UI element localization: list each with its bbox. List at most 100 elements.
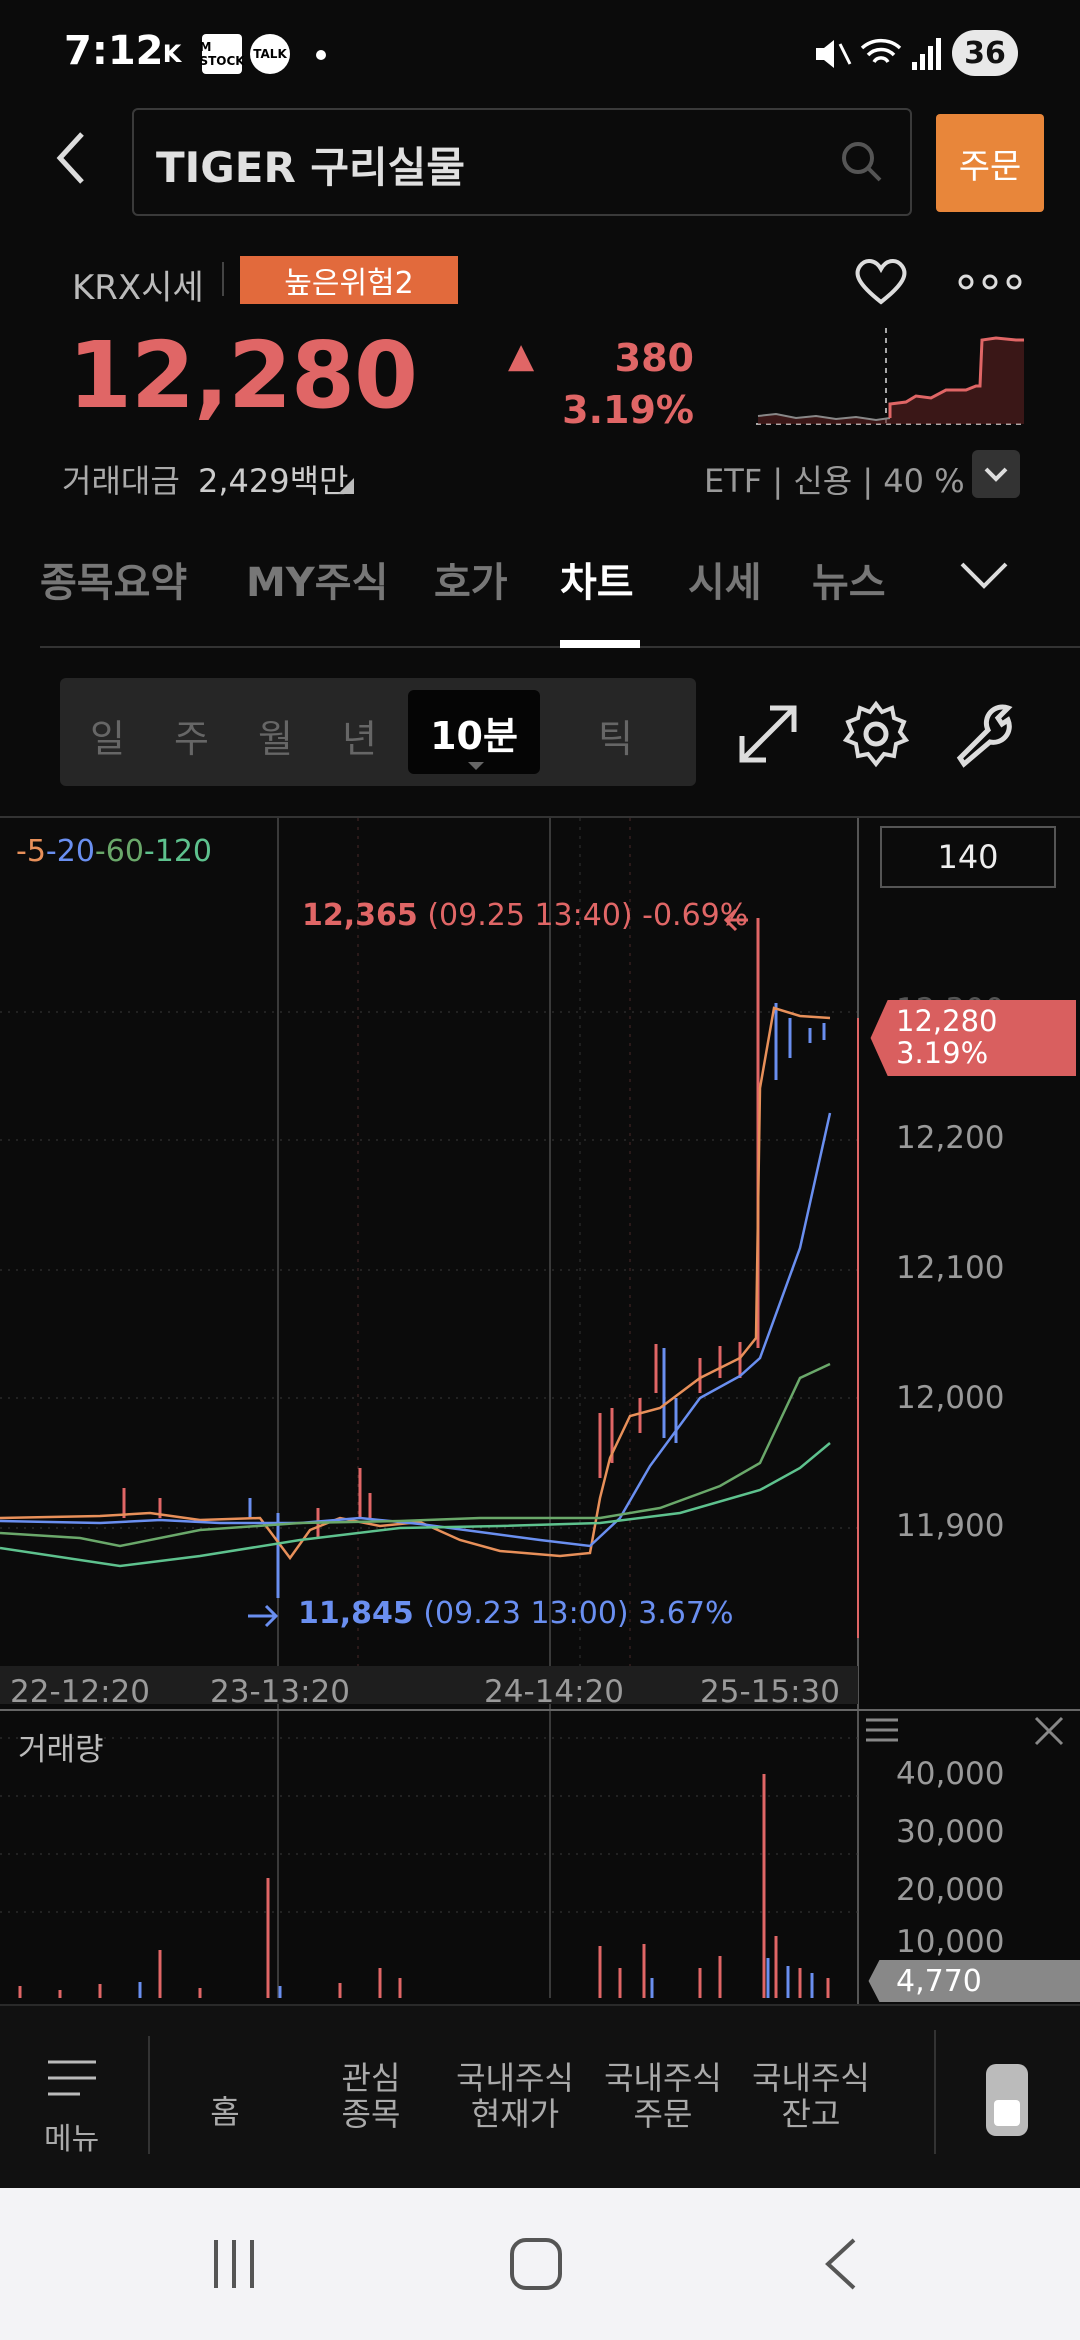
price-axis-label: 12,200	[896, 1120, 1005, 1156]
risk-badge[interactable]: 높은위험2	[240, 256, 458, 304]
triangle-indicator-icon	[338, 478, 354, 494]
signal-icon	[912, 38, 941, 70]
status-bar: 7:12 K M STOCK TALK 36	[0, 0, 1080, 108]
stock-tab-bar: 종목요약 MY주식 호가 차트 시세 뉴스	[0, 540, 1080, 650]
tab-orderbook[interactable]: 호가	[434, 560, 508, 606]
current-volume-value: 4,770	[896, 1964, 982, 1999]
fullscreen-expand-icon[interactable]	[734, 700, 802, 768]
chart-top-border	[0, 816, 1080, 818]
period-year[interactable]: 년	[342, 717, 377, 761]
back-button[interactable]	[50, 128, 90, 199]
period-day[interactable]: 일	[90, 717, 125, 761]
low-value: 11,845	[298, 1596, 414, 1631]
period-tick[interactable]: 틱	[598, 717, 633, 761]
home-icon[interactable]	[508, 2236, 564, 2292]
period-dropdown-icon	[468, 762, 484, 770]
tab-chart[interactable]: 차트	[560, 560, 634, 606]
high-annotation: 12,365 (09.25 13:40) -0.69%	[302, 898, 748, 933]
high-detail: (09.25 13:40) -0.69%	[427, 898, 749, 933]
ma-legend[interactable]: -5 -20 -60 -120	[16, 834, 212, 869]
tab-my-stock[interactable]: MY주식	[246, 560, 389, 606]
low-annotation: 11,845 (09.23 13:00) 3.67%	[298, 1596, 733, 1631]
volume-axis-label: 10,000	[896, 1924, 1005, 1960]
nav-domestic-balance[interactable]: 국내주식 잔고	[752, 2059, 870, 2133]
more-notifications-dot-icon	[316, 50, 326, 60]
system-navigation-bar	[0, 2188, 1080, 2340]
ma120-legend: -120	[143, 834, 213, 869]
nav-domestic-order[interactable]: 국내주식 주문	[604, 2059, 722, 2133]
nav-watchlist[interactable]: 관심 종목	[341, 2059, 401, 2133]
divider	[934, 2030, 936, 2154]
tab-quotes[interactable]: 시세	[688, 560, 762, 606]
menu-label[interactable]: 메뉴	[44, 2122, 100, 2157]
mini-intraday-chart	[756, 328, 1024, 425]
chevron-down-icon	[984, 467, 1008, 482]
active-tab-indicator	[560, 640, 640, 648]
close-icon[interactable]	[1032, 1714, 1066, 1748]
trade-value: 2,429백만	[198, 462, 349, 500]
market-label: KRX시세	[72, 268, 204, 308]
expand-quote-button[interactable]	[972, 450, 1020, 498]
price-axis-label: 11,900	[896, 1508, 1005, 1544]
current-price-marker-pct: 3.19%	[896, 1036, 989, 1070]
tab-news[interactable]: 뉴스	[812, 560, 886, 606]
mstock-notification-icon: M STOCK	[199, 34, 245, 74]
heart-icon[interactable]	[852, 254, 910, 308]
time-axis-label: 24-14:20	[484, 1674, 624, 1710]
search-icon[interactable]	[840, 140, 884, 184]
candle-count-box[interactable]: 140	[880, 826, 1056, 888]
current-price-marker-value: 12,280	[896, 1004, 998, 1038]
period-selector: 일 주 월 년 10분 틱	[60, 678, 696, 786]
trade-value-label: 거래대금	[62, 462, 180, 500]
gear-icon[interactable]	[842, 700, 910, 768]
kakao-notification-icon: K	[162, 40, 182, 68]
menu-icon[interactable]	[46, 2058, 98, 2102]
volume-axis-label: 30,000	[896, 1814, 1005, 1850]
current-price-marker	[870, 1000, 1076, 1076]
back-nav-icon[interactable]	[820, 2236, 860, 2292]
ma5-legend: -5	[16, 834, 46, 869]
wifi-icon	[860, 38, 902, 64]
current-volume-marker	[868, 1960, 1080, 2002]
divider	[222, 262, 224, 296]
price-axis-label: 12,100	[896, 1250, 1005, 1286]
low-detail: (09.23 13:00) 3.67%	[423, 1596, 734, 1631]
scroll-toggle-button[interactable]	[986, 2064, 1028, 2136]
ma60-legend: -60	[94, 834, 144, 869]
order-button[interactable]: 주문	[936, 114, 1044, 212]
volume-title: 거래량	[18, 1732, 104, 1768]
ma20-legend: -20	[45, 834, 95, 869]
more-tabs-chevron-icon[interactable]	[956, 556, 1012, 596]
recent-apps-icon[interactable]	[210, 2238, 260, 2290]
nav-home[interactable]: 홈	[210, 2093, 240, 2131]
period-10min[interactable]: 10분	[408, 690, 540, 774]
period-week[interactable]: 주	[174, 717, 209, 761]
volume-axis-label: 40,000	[896, 1756, 1005, 1792]
stock-search-field[interactable]: TIGER 구리실물	[132, 108, 912, 216]
price-axis-label: 12,000	[896, 1380, 1005, 1416]
period-month[interactable]: 월	[258, 717, 293, 761]
battery-indicator: 36	[952, 30, 1018, 76]
etf-info: ETF | 신용 | 40 %	[704, 462, 965, 500]
time-axis-label: 23-13:20	[210, 1674, 350, 1710]
divider	[148, 2036, 150, 2154]
price-change-percent: 3.19%	[562, 388, 694, 432]
price-change: 380	[614, 336, 694, 380]
bottom-navigation: 메뉴	[0, 2004, 1080, 2188]
hamburger-icon[interactable]	[864, 1716, 900, 1744]
nav-domestic-price[interactable]: 국내주식 현재가	[456, 2059, 574, 2133]
talk-notification-icon: TALK	[250, 34, 290, 74]
up-arrow-icon: ▲	[508, 336, 535, 376]
high-value: 12,365	[302, 898, 418, 933]
time-axis-label: 22-12:20	[10, 1674, 150, 1710]
more-options-icon[interactable]	[958, 272, 1022, 292]
wrench-icon[interactable]	[950, 700, 1018, 768]
volume-axis-label: 20,000	[896, 1872, 1005, 1908]
mute-icon	[816, 40, 852, 68]
search-input-value[interactable]: TIGER 구리실물	[156, 143, 465, 192]
clock: 7:12	[64, 28, 164, 74]
toggle-knob	[994, 2100, 1020, 2126]
tab-summary[interactable]: 종목요약	[40, 560, 188, 606]
time-axis-label: 25-15:30	[700, 1674, 840, 1710]
price-chart[interactable]	[0, 818, 1080, 2004]
